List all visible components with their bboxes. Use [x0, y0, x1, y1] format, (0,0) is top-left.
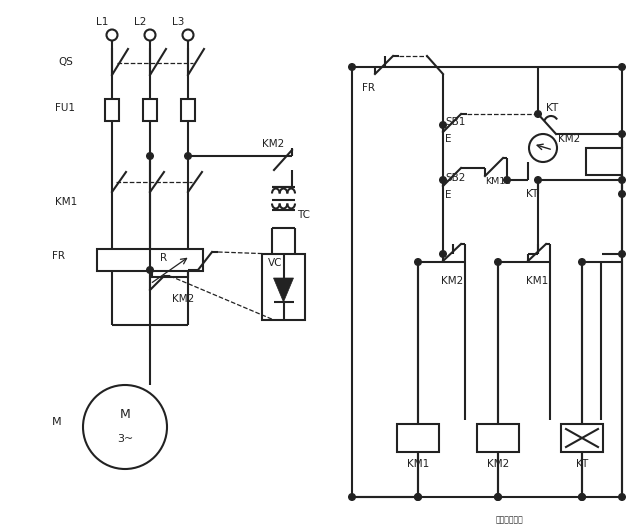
- Text: R: R: [160, 253, 167, 263]
- Text: SB2: SB2: [445, 173, 465, 183]
- Circle shape: [619, 494, 625, 500]
- Text: KM2: KM2: [262, 139, 284, 149]
- Circle shape: [83, 385, 167, 469]
- Text: KT: KT: [576, 459, 588, 469]
- Circle shape: [415, 494, 421, 500]
- Circle shape: [534, 177, 541, 184]
- Text: KM2: KM2: [558, 134, 580, 144]
- Circle shape: [534, 111, 541, 117]
- Bar: [105, 99, 119, 121]
- Circle shape: [579, 494, 586, 500]
- Text: KT: KT: [526, 189, 538, 199]
- Circle shape: [349, 64, 355, 70]
- Text: SB1: SB1: [445, 117, 465, 127]
- Text: FR: FR: [362, 83, 375, 93]
- Circle shape: [579, 494, 586, 500]
- Text: E: E: [445, 190, 451, 200]
- Circle shape: [495, 259, 501, 265]
- Bar: [262, 254, 305, 320]
- Bar: [397, 424, 439, 452]
- Text: M: M: [120, 408, 131, 420]
- Circle shape: [185, 153, 191, 159]
- Bar: [477, 424, 519, 452]
- Text: L3: L3: [172, 17, 184, 27]
- Circle shape: [579, 259, 586, 265]
- Text: VC: VC: [268, 258, 282, 268]
- Text: KM2: KM2: [441, 276, 463, 286]
- Circle shape: [440, 177, 446, 184]
- Text: 3~: 3~: [117, 434, 133, 444]
- Bar: [143, 99, 157, 121]
- Text: L2: L2: [134, 17, 146, 27]
- Circle shape: [619, 190, 625, 197]
- Circle shape: [619, 131, 625, 137]
- Circle shape: [619, 177, 625, 184]
- Bar: [586, 148, 622, 175]
- Text: KM2: KM2: [172, 294, 195, 304]
- Text: L1: L1: [96, 17, 108, 27]
- Text: TC: TC: [297, 210, 310, 220]
- Circle shape: [440, 122, 446, 128]
- Circle shape: [147, 153, 154, 159]
- Text: E: E: [445, 134, 451, 144]
- Bar: [97, 249, 203, 271]
- Text: KM2: KM2: [487, 459, 509, 469]
- Text: FR: FR: [52, 251, 65, 261]
- Circle shape: [415, 259, 421, 265]
- Circle shape: [619, 251, 625, 257]
- Circle shape: [147, 267, 154, 273]
- Bar: [181, 99, 195, 121]
- Circle shape: [495, 494, 501, 500]
- Circle shape: [349, 494, 355, 500]
- Text: M: M: [52, 417, 61, 427]
- Text: KM1: KM1: [526, 276, 548, 286]
- Text: KM1: KM1: [55, 197, 77, 207]
- Circle shape: [619, 64, 625, 70]
- Circle shape: [495, 494, 501, 500]
- Text: KM1: KM1: [407, 459, 429, 469]
- Polygon shape: [273, 278, 294, 302]
- Text: KM1c: KM1c: [485, 178, 511, 187]
- Bar: [152, 263, 188, 277]
- Circle shape: [529, 134, 557, 162]
- Circle shape: [504, 177, 510, 184]
- Circle shape: [415, 494, 421, 500]
- Text: FU1: FU1: [55, 103, 75, 113]
- Circle shape: [440, 251, 446, 257]
- Text: QS: QS: [58, 57, 73, 68]
- Bar: [561, 424, 603, 452]
- Text: KT: KT: [546, 103, 558, 113]
- Text: 电工电气学习: 电工电气学习: [496, 516, 524, 525]
